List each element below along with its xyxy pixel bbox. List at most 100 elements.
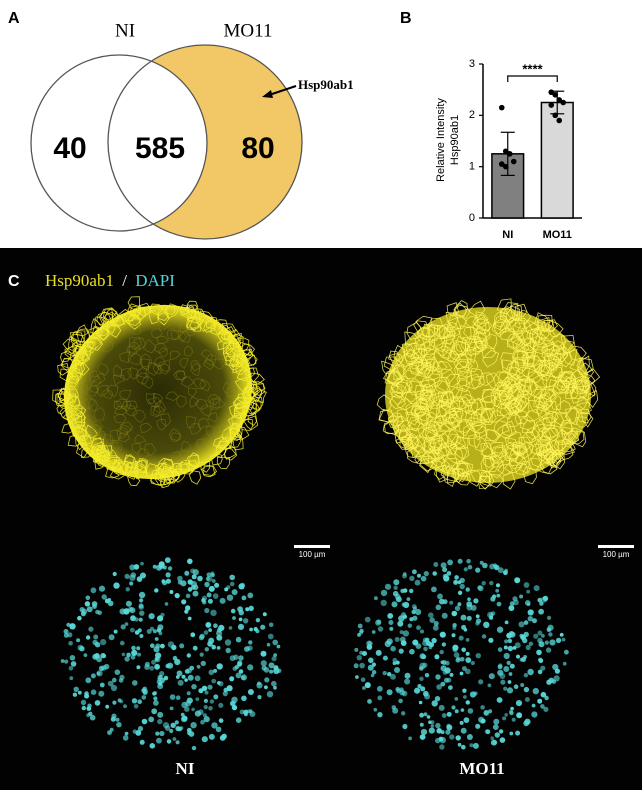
nucleus bbox=[469, 691, 477, 698]
cell bbox=[390, 382, 407, 398]
nucleus bbox=[386, 638, 393, 645]
nucleus bbox=[187, 558, 193, 565]
nucleus bbox=[402, 614, 408, 619]
nucleus bbox=[552, 663, 559, 671]
cell bbox=[139, 422, 153, 433]
cell bbox=[227, 414, 242, 429]
nucleus bbox=[191, 574, 197, 580]
cell bbox=[128, 352, 142, 365]
cell bbox=[148, 303, 164, 316]
nucleus bbox=[420, 629, 424, 634]
nucleus bbox=[399, 630, 404, 635]
nucleus bbox=[141, 718, 148, 725]
nucleus bbox=[132, 729, 137, 734]
nucleus bbox=[465, 638, 470, 642]
cell bbox=[472, 314, 489, 329]
nucleus bbox=[231, 589, 238, 596]
cell bbox=[486, 429, 501, 444]
nucleus bbox=[423, 712, 428, 717]
nucleus bbox=[453, 652, 460, 658]
nucleus bbox=[114, 669, 121, 675]
nucleus bbox=[448, 685, 453, 690]
nucleus bbox=[495, 583, 501, 588]
nucleus bbox=[113, 629, 118, 634]
nucleus bbox=[540, 596, 548, 603]
nucleus bbox=[98, 585, 106, 592]
nucleus bbox=[489, 563, 495, 570]
cell bbox=[90, 448, 103, 462]
nucleus bbox=[155, 643, 161, 649]
nucleus bbox=[122, 735, 129, 741]
nucleus bbox=[160, 643, 165, 649]
cell bbox=[421, 335, 436, 352]
nucleus bbox=[483, 621, 490, 628]
nucleus bbox=[266, 642, 271, 647]
nucleus bbox=[232, 666, 238, 671]
cell bbox=[81, 341, 94, 353]
cell bbox=[407, 416, 421, 432]
nucleus bbox=[216, 634, 223, 641]
cell bbox=[204, 354, 217, 366]
cell bbox=[415, 394, 431, 410]
nucleus bbox=[155, 652, 162, 659]
nucleus bbox=[64, 659, 69, 664]
nucleus bbox=[547, 624, 554, 631]
nucleus bbox=[490, 739, 497, 746]
nucleus bbox=[224, 587, 229, 592]
nucleus bbox=[401, 602, 406, 607]
cell bbox=[153, 392, 164, 406]
nucleus bbox=[408, 736, 412, 741]
nucleus bbox=[200, 719, 205, 725]
nucleus bbox=[411, 609, 416, 615]
nucleus bbox=[446, 723, 451, 729]
nucleus bbox=[523, 686, 530, 693]
nucleus bbox=[481, 634, 487, 639]
cell bbox=[187, 460, 198, 473]
nucleus bbox=[436, 684, 442, 690]
nucleus bbox=[247, 664, 254, 671]
nucleus bbox=[524, 718, 531, 725]
nucleus bbox=[177, 679, 184, 686]
nucleus bbox=[432, 571, 438, 576]
nucleus bbox=[374, 596, 378, 601]
cell bbox=[247, 412, 258, 426]
cell bbox=[210, 452, 223, 466]
cell bbox=[119, 350, 131, 364]
nucleus bbox=[148, 716, 155, 723]
cell bbox=[190, 362, 200, 377]
nucleus bbox=[420, 575, 427, 582]
nucleus bbox=[539, 601, 544, 606]
nucleus bbox=[153, 696, 158, 701]
nucleus bbox=[449, 672, 454, 677]
cell bbox=[488, 460, 505, 479]
cell bbox=[440, 390, 455, 406]
nucleus bbox=[124, 656, 130, 662]
cell bbox=[157, 308, 169, 321]
cell bbox=[75, 324, 89, 337]
cell bbox=[468, 432, 481, 448]
nucleus bbox=[247, 592, 254, 599]
nucleus bbox=[249, 711, 256, 717]
cell bbox=[473, 408, 490, 423]
venn-circle bbox=[107, 44, 303, 240]
nucleus bbox=[459, 671, 464, 676]
nucleus bbox=[124, 573, 130, 580]
cell bbox=[413, 344, 428, 362]
nucleus bbox=[495, 588, 500, 593]
nucleus bbox=[394, 637, 400, 642]
cell bbox=[388, 415, 403, 429]
cell bbox=[232, 433, 244, 451]
cell bbox=[473, 328, 487, 343]
cell bbox=[577, 355, 590, 374]
nucleus bbox=[419, 653, 426, 660]
cell bbox=[553, 412, 572, 427]
nucleus bbox=[455, 735, 461, 741]
cell bbox=[392, 415, 411, 433]
cell bbox=[164, 303, 179, 319]
cell bbox=[240, 418, 254, 431]
nucleus bbox=[454, 605, 461, 611]
nucleus bbox=[545, 647, 552, 653]
nucleus bbox=[70, 661, 77, 667]
nucleus bbox=[90, 673, 96, 679]
